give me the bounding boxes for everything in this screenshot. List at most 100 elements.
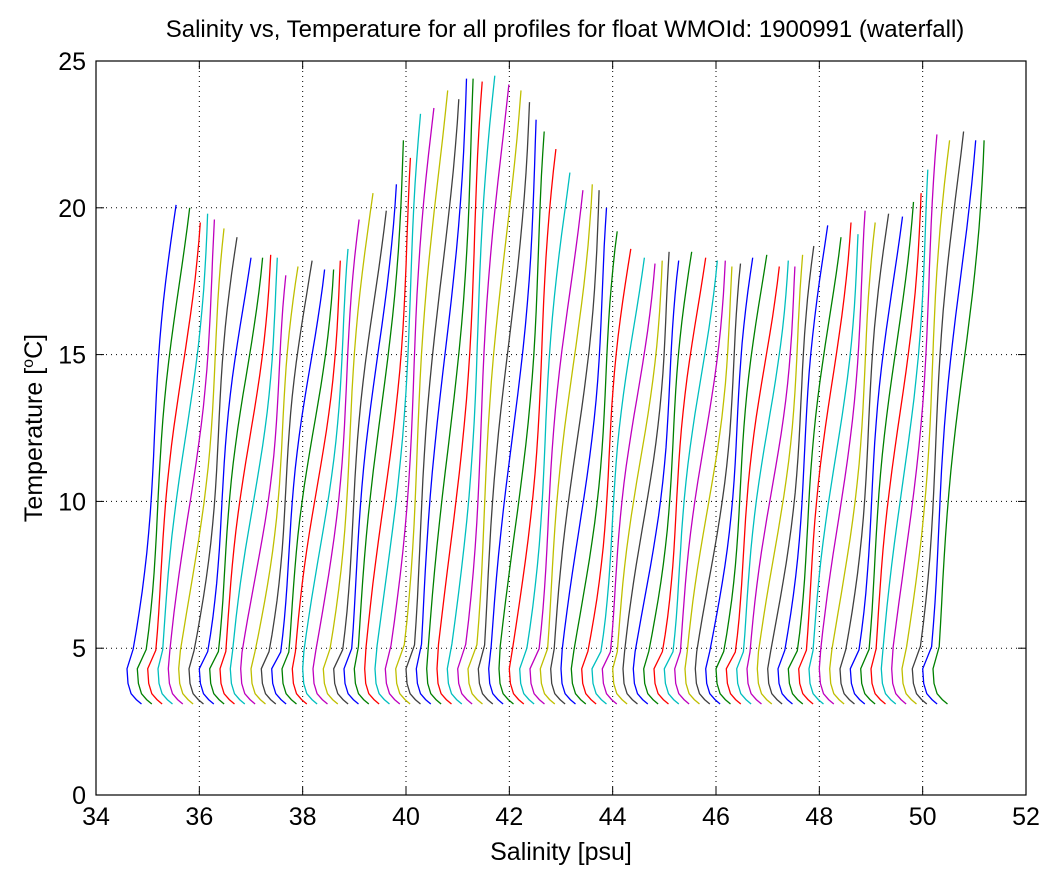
profile-line	[436, 81, 483, 705]
profile-line	[415, 78, 468, 705]
profile-line	[219, 254, 272, 705]
profile-line	[405, 99, 460, 705]
profile-line	[622, 251, 670, 705]
profile-line	[715, 254, 768, 705]
profile-line	[126, 204, 177, 705]
profile-line	[291, 260, 341, 705]
profile-line	[839, 213, 890, 705]
y-axis-label-suffix: C]	[20, 334, 48, 359]
profile-line	[777, 225, 829, 705]
profile-line	[157, 213, 209, 705]
y-axis-label: Temperature [oC]	[20, 334, 48, 522]
profile-line	[612, 260, 663, 705]
x-tick-label: 52	[1012, 803, 1040, 831]
x-tick-label: 50	[909, 803, 937, 831]
profile-line	[477, 102, 531, 705]
profile-line	[653, 257, 707, 705]
profile-line	[922, 140, 977, 705]
profile-line	[891, 134, 938, 705]
grid-lines	[96, 61, 1026, 795]
profile-line	[601, 263, 656, 705]
plot-frame	[95, 60, 1027, 796]
profile-line	[808, 234, 859, 705]
profile-line	[498, 131, 545, 705]
profile-line	[446, 75, 496, 705]
profile-line	[746, 266, 796, 705]
profile-line	[932, 140, 985, 705]
profile-line	[798, 222, 852, 705]
profile-lines	[126, 75, 985, 705]
profile-line	[519, 172, 571, 705]
profile-line	[674, 260, 726, 705]
profile-line	[901, 140, 951, 705]
profile-line	[167, 219, 216, 705]
profile-line	[384, 107, 435, 705]
profile-line	[539, 184, 593, 705]
profile-line	[343, 184, 398, 705]
profile-line	[632, 260, 680, 705]
y-tick-label: 25	[58, 48, 86, 76]
profile-line	[725, 266, 780, 705]
profile-line	[591, 257, 646, 705]
y-axis-label-sup: o	[20, 359, 37, 368]
y-tick-label: 15	[58, 342, 86, 370]
profile-line	[529, 190, 584, 705]
x-tick-label: 38	[289, 803, 317, 831]
profile-line	[457, 84, 510, 705]
profile-line	[508, 149, 557, 705]
profile-line	[829, 222, 876, 705]
x-axis-label: Salinity [psu]	[490, 838, 632, 866]
profile-line	[736, 260, 789, 705]
y-tick-label: 10	[58, 488, 86, 516]
x-tick-label: 48	[805, 803, 833, 831]
profile-line	[767, 245, 815, 705]
profile-line	[271, 269, 326, 705]
profile-line	[395, 90, 449, 705]
x-tick-labels: 34 36 38 40 42 44 46 48 50 52	[82, 803, 1040, 831]
profile-line	[550, 190, 600, 705]
profile-line	[240, 275, 287, 705]
chart-title: Salinity vs, Temperature for all profile…	[166, 16, 965, 43]
profile-line	[581, 248, 632, 705]
y-tick-label: 5	[72, 635, 86, 663]
profile-line	[756, 254, 804, 705]
y-tick-label: 0	[72, 782, 86, 810]
profile-line	[312, 219, 360, 705]
y-axis-label-prefix: Temperature [	[20, 368, 48, 522]
profile-line	[250, 266, 299, 705]
profile-line	[209, 257, 264, 705]
profile-line	[870, 193, 922, 705]
profile-line	[322, 193, 374, 705]
x-tick-label: 34	[82, 803, 110, 831]
profile-line	[570, 231, 618, 705]
profile-line	[787, 237, 842, 705]
profile-line	[860, 201, 915, 705]
profile-line	[260, 260, 313, 705]
profile-line	[880, 169, 929, 705]
profile-line	[198, 257, 252, 705]
y-tick-label: 20	[58, 195, 86, 223]
profile-line	[188, 237, 238, 705]
axis-ticks	[95, 60, 1027, 796]
profile-line	[364, 157, 412, 705]
profile-line	[643, 251, 693, 705]
profile-line	[560, 207, 608, 705]
profile-line	[147, 222, 201, 705]
profile-line	[136, 207, 191, 705]
profile-line	[374, 113, 422, 705]
profile-line	[353, 140, 405, 705]
profile-line	[818, 210, 866, 705]
y-tick-labels: 0 5 10 15 20 25	[58, 48, 86, 810]
profile-line	[178, 228, 225, 705]
x-tick-label: 36	[185, 803, 213, 831]
profile-line	[229, 257, 278, 705]
profile-line	[467, 90, 522, 705]
profile-line	[705, 257, 754, 705]
profile-line	[488, 119, 537, 705]
x-tick-label: 44	[599, 803, 627, 831]
x-tick-label: 46	[702, 803, 730, 831]
x-tick-label: 42	[495, 803, 523, 831]
profile-line	[281, 269, 335, 705]
profile-line	[333, 210, 387, 705]
x-tick-label: 40	[392, 803, 420, 831]
